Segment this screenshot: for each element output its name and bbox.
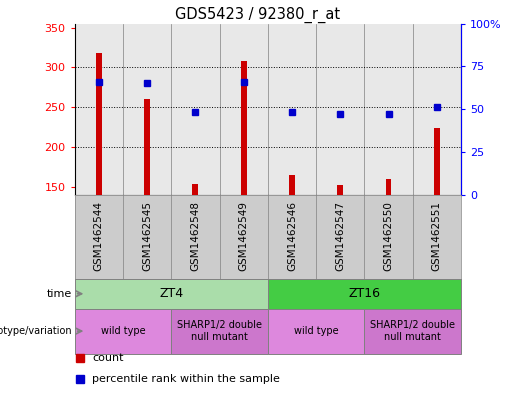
Text: GSM1462550: GSM1462550 <box>384 201 393 271</box>
Text: GSM1462549: GSM1462549 <box>238 201 249 271</box>
Text: GSM1462545: GSM1462545 <box>142 201 152 271</box>
Text: GDS5423 / 92380_r_at: GDS5423 / 92380_r_at <box>175 7 340 23</box>
Bar <box>171 309 268 354</box>
Bar <box>75 279 268 309</box>
Bar <box>434 128 440 195</box>
Bar <box>144 99 150 195</box>
Text: GSM1462544: GSM1462544 <box>94 201 104 271</box>
Bar <box>241 61 247 195</box>
Text: wild type: wild type <box>100 326 145 336</box>
Bar <box>96 53 102 195</box>
Text: GSM1462551: GSM1462551 <box>432 201 442 271</box>
Bar <box>289 174 295 195</box>
Text: GSM1462548: GSM1462548 <box>191 201 200 271</box>
Bar <box>268 279 461 309</box>
Bar <box>365 309 461 354</box>
Text: genotype/variation: genotype/variation <box>0 326 72 336</box>
Text: GSM1462546: GSM1462546 <box>287 201 297 271</box>
Text: count: count <box>92 353 124 364</box>
Text: ZT16: ZT16 <box>348 287 381 300</box>
Text: ZT4: ZT4 <box>159 287 183 300</box>
Bar <box>193 184 198 195</box>
Text: wild type: wild type <box>294 326 338 336</box>
Bar <box>386 179 391 195</box>
Text: SHARP1/2 double
null mutant: SHARP1/2 double null mutant <box>370 320 455 342</box>
Text: GSM1462547: GSM1462547 <box>335 201 345 271</box>
Bar <box>337 185 343 195</box>
Text: percentile rank within the sample: percentile rank within the sample <box>92 374 280 384</box>
Text: time: time <box>47 289 72 299</box>
Text: SHARP1/2 double
null mutant: SHARP1/2 double null mutant <box>177 320 262 342</box>
Bar <box>75 309 171 354</box>
Bar <box>268 309 365 354</box>
